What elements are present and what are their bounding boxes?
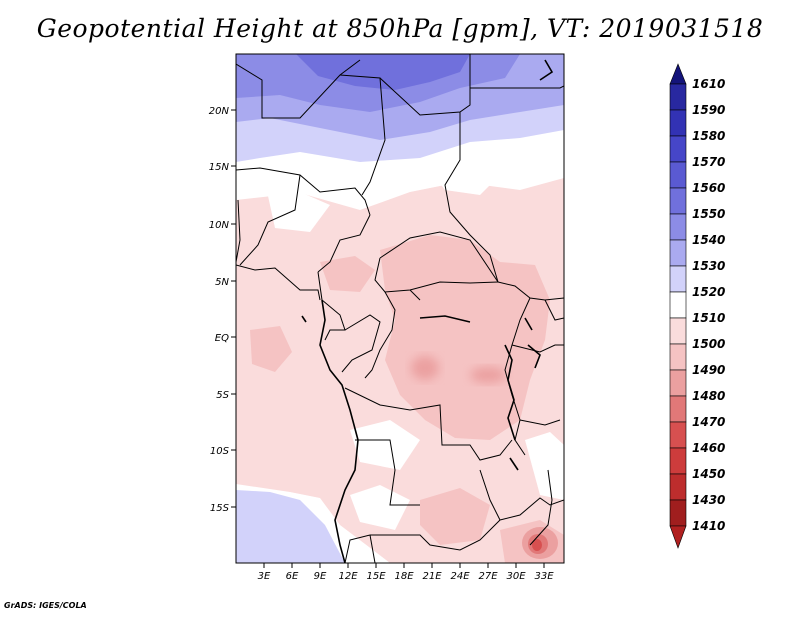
lon-tick-label: 12E [338,571,358,582]
colorbar-label: 1470 [692,415,725,429]
lat-tick-label: EQ [215,333,229,344]
colorbar-cell [669,265,687,293]
colorbar-bottom-arrow [669,525,687,549]
longitude-axis: 3E 6E 9E 12E 15E 18E 21E 24E 27E 30E 33E [258,563,554,582]
colorbar-cell [669,317,687,345]
colorbar-cell [669,473,687,501]
lat-tick-label: 5S [216,390,229,401]
colorbar-label: 1580 [692,129,725,143]
colorbar-cell [669,239,687,267]
lat-tick-label: 5N [215,277,229,288]
colorbar-cell [669,135,687,163]
lon-tick-label: 18E [394,571,414,582]
lat-tick-label: 20N [209,106,230,117]
colorbar-label: 1490 [692,363,725,377]
latitude-axis: 20N 15N 10N 5N EQ 5S 10S 15S [209,106,236,514]
grads-credit: GrADS: IGES/COLA [4,601,87,610]
colorbar-label: 1510 [692,311,725,325]
colorbar-label: 1480 [692,389,725,403]
coastline [301,59,554,563]
colorbar-label: 1460 [692,441,725,455]
colorbar-label: 1610 [692,77,725,91]
lon-tick-label: 3E [258,571,271,582]
colorbar-label: 1410 [692,519,725,533]
page-title: Geopotential Height at 850hPa [gpm], VT:… [36,14,764,43]
colorbar-label: 1530 [692,259,725,273]
colorbar-label: 1450 [692,467,725,481]
lon-tick-label: 21E [422,571,442,582]
colorbar-cell [669,291,687,319]
lon-tick-label: 15E [366,571,386,582]
colorbar-top-arrow [669,63,687,85]
colorbar-label: 1540 [692,233,725,247]
lon-tick-label: 33E [534,571,554,582]
lon-tick-label: 9E [314,571,327,582]
colorbar-cell [669,83,687,111]
lat-tick-label: 15N [209,162,230,173]
lon-tick-label: 6E [286,571,299,582]
colorbar-label: 1550 [692,207,725,221]
colorbar-label: 1430 [692,493,725,507]
colorbar-cell [669,395,687,423]
colorbar-cell [669,187,687,215]
colorbar-cell [669,369,687,397]
colorbar: 1610 1590 1580 1570 1560 1550 1540 1530 1520 1510… [669,63,725,549]
country-borders [236,54,564,563]
colorbar-cell [669,421,687,449]
colorbar-label: 1570 [692,155,725,169]
colorbar-cell [669,447,687,475]
geopotential-field [236,54,564,563]
colorbar-cell [669,343,687,371]
lon-tick-label: 24E [450,571,470,582]
colorbar-label: 1560 [692,181,725,195]
map-frame [235,53,565,564]
colorbar-label: 1520 [692,285,725,299]
colorbar-label: 1590 [692,103,725,117]
lat-tick-label: 15S [210,503,230,514]
lat-tick-label: 10N [209,220,230,231]
lat-tick-label: 10S [210,446,230,457]
colorbar-cell [669,109,687,137]
colorbar-cell [669,213,687,241]
colorbar-label: 1500 [692,337,725,351]
colorbar-cell [669,161,687,189]
lon-tick-label: 30E [506,571,526,582]
lon-tick-label: 27E [478,571,498,582]
colorbar-cell [669,499,687,527]
